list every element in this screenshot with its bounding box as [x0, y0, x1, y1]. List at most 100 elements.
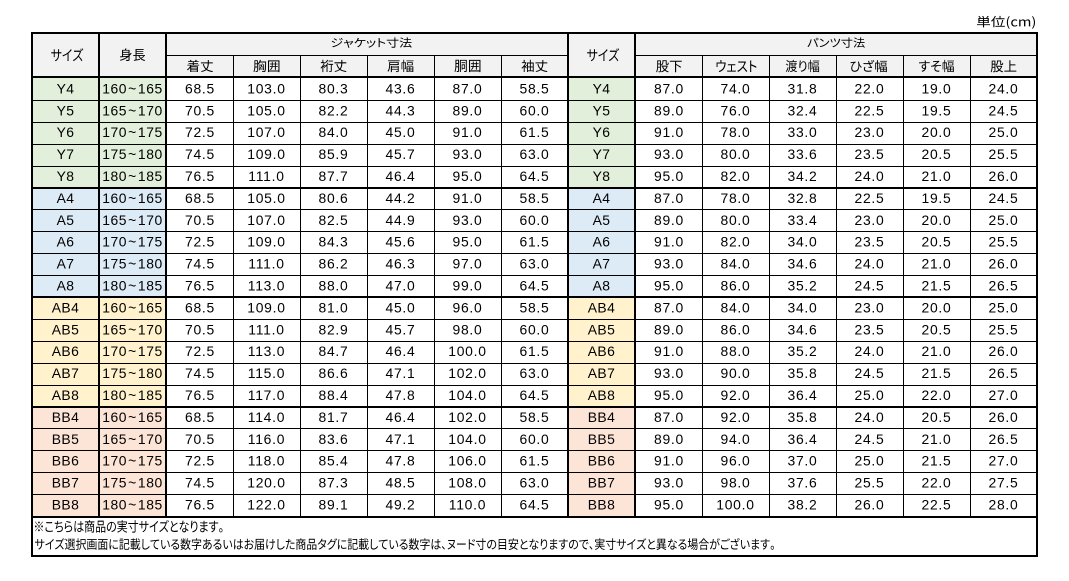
svg-text:111.0: 111.0	[248, 321, 284, 337]
svg-text:102.0: 102.0	[448, 365, 487, 381]
svg-text:95.0: 95.0	[654, 497, 684, 513]
svg-text:115.0: 115.0	[248, 365, 285, 381]
svg-text:21.5: 21.5	[921, 453, 951, 469]
svg-text:74.5: 74.5	[185, 256, 215, 272]
svg-text:89.0: 89.0	[654, 212, 684, 228]
svg-text:21.0: 21.0	[921, 168, 951, 184]
svg-text:45.0: 45.0	[385, 124, 415, 140]
svg-text:21.5: 21.5	[921, 278, 951, 294]
svg-text:Y7: Y7	[593, 146, 611, 162]
svg-text:93.0: 93.0	[452, 146, 482, 162]
svg-text:160~165: 160~165	[102, 409, 163, 425]
svg-text:117.0: 117.0	[248, 387, 285, 403]
svg-text:120.0: 120.0	[247, 475, 286, 491]
svg-text:20.0: 20.0	[921, 124, 951, 140]
svg-text:34.6: 34.6	[787, 321, 817, 337]
svg-text:86.6: 86.6	[318, 365, 348, 381]
svg-text:60.0: 60.0	[519, 321, 549, 337]
svg-text:160~165: 160~165	[102, 299, 163, 315]
svg-text:26.5: 26.5	[988, 365, 1018, 381]
svg-text:72.5: 72.5	[185, 124, 215, 140]
svg-text:35.2: 35.2	[787, 343, 817, 359]
svg-text:34.0: 34.0	[787, 234, 817, 250]
svg-text:49.2: 49.2	[385, 497, 415, 513]
svg-text:58.5: 58.5	[519, 409, 549, 425]
svg-text:37.6: 37.6	[787, 475, 817, 491]
svg-text:21.0: 21.0	[921, 343, 951, 359]
svg-text:122.0: 122.0	[247, 497, 286, 513]
svg-text:180~185: 180~185	[102, 497, 163, 513]
svg-text:23.0: 23.0	[854, 299, 884, 315]
svg-text:33.0: 33.0	[787, 124, 817, 140]
svg-text:58.5: 58.5	[519, 80, 549, 96]
svg-text:BB5: BB5	[52, 431, 79, 447]
svg-text:A8: A8	[57, 278, 75, 294]
svg-text:61.5: 61.5	[519, 453, 549, 469]
svg-text:95.0: 95.0	[654, 168, 684, 184]
svg-text:60.0: 60.0	[519, 431, 549, 447]
svg-text:A7: A7	[593, 256, 611, 272]
svg-text:19.5: 19.5	[921, 190, 951, 206]
svg-text:89.0: 89.0	[654, 431, 684, 447]
svg-text:109.0: 109.0	[247, 299, 286, 315]
svg-text:165~170: 165~170	[102, 431, 163, 447]
svg-text:160~165: 160~165	[102, 80, 163, 96]
svg-text:46.4: 46.4	[385, 343, 415, 359]
svg-text:63.0: 63.0	[519, 365, 549, 381]
svg-text:23.5: 23.5	[854, 234, 884, 250]
svg-text:Y4: Y4	[593, 80, 611, 96]
svg-text:26.0: 26.0	[988, 256, 1018, 272]
svg-text:24.5: 24.5	[988, 102, 1018, 118]
svg-text:95.0: 95.0	[654, 387, 684, 403]
svg-text:Y7: Y7	[57, 146, 75, 162]
svg-text:82.9: 82.9	[318, 321, 348, 337]
svg-text:A6: A6	[593, 234, 611, 250]
svg-text:48.5: 48.5	[385, 475, 415, 491]
svg-text:93.0: 93.0	[654, 256, 684, 272]
svg-text:60.0: 60.0	[519, 212, 549, 228]
svg-text:45.6: 45.6	[385, 234, 415, 250]
svg-text:BB5: BB5	[588, 431, 615, 447]
svg-text:19.0: 19.0	[921, 80, 951, 96]
svg-text:22.5: 22.5	[854, 190, 884, 206]
svg-text:70.5: 70.5	[185, 431, 215, 447]
svg-text:36.4: 36.4	[787, 431, 817, 447]
svg-text:86.0: 86.0	[720, 321, 750, 337]
svg-text:96.0: 96.0	[452, 299, 482, 315]
svg-text:AB5: AB5	[52, 321, 79, 337]
svg-text:94.0: 94.0	[720, 431, 750, 447]
svg-text:Y5: Y5	[57, 102, 75, 118]
svg-text:A7: A7	[57, 256, 75, 272]
svg-text:AB8: AB8	[588, 387, 615, 403]
svg-text:98.0: 98.0	[452, 321, 482, 337]
svg-text:61.5: 61.5	[519, 234, 549, 250]
svg-text:22.5: 22.5	[921, 497, 951, 513]
svg-text:26.5: 26.5	[988, 278, 1018, 294]
svg-text:37.0: 37.0	[787, 453, 817, 469]
svg-text:70.5: 70.5	[185, 321, 215, 337]
svg-text:47.8: 47.8	[385, 387, 415, 403]
svg-text:93.0: 93.0	[654, 365, 684, 381]
svg-text:82.5: 82.5	[318, 212, 348, 228]
svg-text:AB6: AB6	[52, 343, 79, 359]
svg-text:20.5: 20.5	[921, 234, 951, 250]
svg-text:80.0: 80.0	[720, 146, 750, 162]
svg-text:22.0: 22.0	[854, 80, 884, 96]
svg-text:34.0: 34.0	[787, 299, 817, 315]
svg-text:A4: A4	[57, 190, 75, 206]
svg-text:82.0: 82.0	[720, 168, 750, 184]
svg-text:110.0: 110.0	[449, 497, 486, 513]
svg-text:24.0: 24.0	[854, 168, 884, 184]
svg-text:45.7: 45.7	[385, 146, 415, 162]
svg-text:103.0: 103.0	[247, 80, 286, 96]
svg-text:25.5: 25.5	[854, 475, 884, 491]
svg-text:22.0: 22.0	[921, 475, 951, 491]
svg-text:26.0: 26.0	[988, 409, 1018, 425]
svg-text:108.0: 108.0	[448, 475, 487, 491]
svg-text:70.5: 70.5	[185, 212, 215, 228]
svg-text:87.0: 87.0	[654, 409, 684, 425]
svg-text:61.5: 61.5	[519, 124, 549, 140]
svg-text:81.7: 81.7	[318, 409, 348, 425]
svg-text:84.0: 84.0	[720, 299, 750, 315]
svg-text:22.0: 22.0	[921, 387, 951, 403]
